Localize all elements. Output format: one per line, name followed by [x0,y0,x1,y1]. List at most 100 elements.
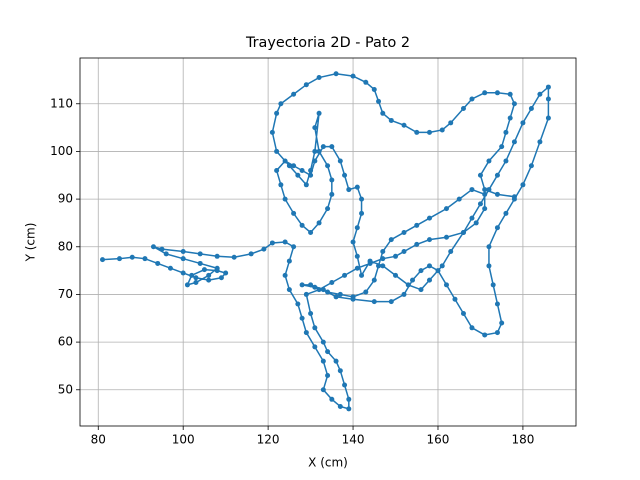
point [329,144,335,150]
point [426,277,432,283]
point [142,256,148,262]
point [197,260,203,266]
point [329,191,335,197]
point [282,158,288,164]
point [452,296,458,302]
point [312,344,318,350]
point [499,144,505,150]
point [184,282,190,288]
point [414,241,420,247]
point [482,191,488,197]
point [129,254,135,260]
point [206,277,212,283]
point [180,249,186,255]
point [295,301,301,307]
point [469,187,475,193]
point [312,325,318,331]
point [325,349,331,355]
point [282,272,288,278]
point [350,73,356,79]
trajectory-line [102,72,550,410]
point [201,267,207,273]
point [448,249,454,255]
point [291,91,297,97]
point [308,311,314,317]
point [511,101,517,107]
point [269,240,275,246]
point [363,289,369,295]
point [308,167,314,173]
point [303,330,309,336]
point [545,84,551,90]
point [197,251,203,257]
point [520,120,526,126]
point [473,220,479,226]
point [291,163,297,169]
point [371,86,377,92]
point [291,210,297,216]
point [469,96,475,102]
point [426,237,432,243]
point [414,129,420,135]
point [448,120,454,126]
point [460,311,466,317]
point [274,148,280,154]
point [507,91,513,97]
point [490,282,496,288]
point [393,253,399,259]
point [426,129,432,135]
point [494,225,500,231]
point [333,358,339,364]
point [342,172,348,178]
point [354,265,360,271]
x-axis-label: X (cm) [308,456,348,470]
point [286,163,292,169]
point [486,187,492,193]
point [320,358,326,364]
point [414,222,420,228]
y-tick-label: 70 [58,287,73,301]
point [346,187,352,193]
point [180,256,186,262]
point [189,272,195,278]
x-tick-label: 140 [342,433,365,447]
point [503,158,509,164]
point [329,396,335,402]
point [443,234,449,240]
y-tick-label: 60 [58,335,73,349]
point [316,220,322,226]
point [193,275,199,281]
point [312,148,318,154]
point [477,172,483,178]
point [325,289,331,295]
point [354,184,360,190]
point [167,265,173,271]
point [443,282,449,288]
point [486,158,492,164]
point [443,206,449,212]
y-tick-label: 90 [58,192,73,206]
point [401,291,407,297]
point [439,263,445,269]
point [376,263,382,269]
point [308,282,314,288]
point [261,246,267,252]
point [520,182,526,188]
point [354,225,360,231]
point [346,396,352,402]
point [291,244,297,250]
point [537,91,543,97]
point [299,282,305,288]
y-tick-label: 110 [50,96,73,110]
point [320,144,326,150]
point [286,287,292,293]
point [337,291,343,297]
point [100,257,106,263]
point [342,272,348,278]
point [316,110,322,116]
point [393,272,399,278]
point [350,296,356,302]
point [333,71,339,77]
point [435,268,441,274]
point [150,244,156,250]
